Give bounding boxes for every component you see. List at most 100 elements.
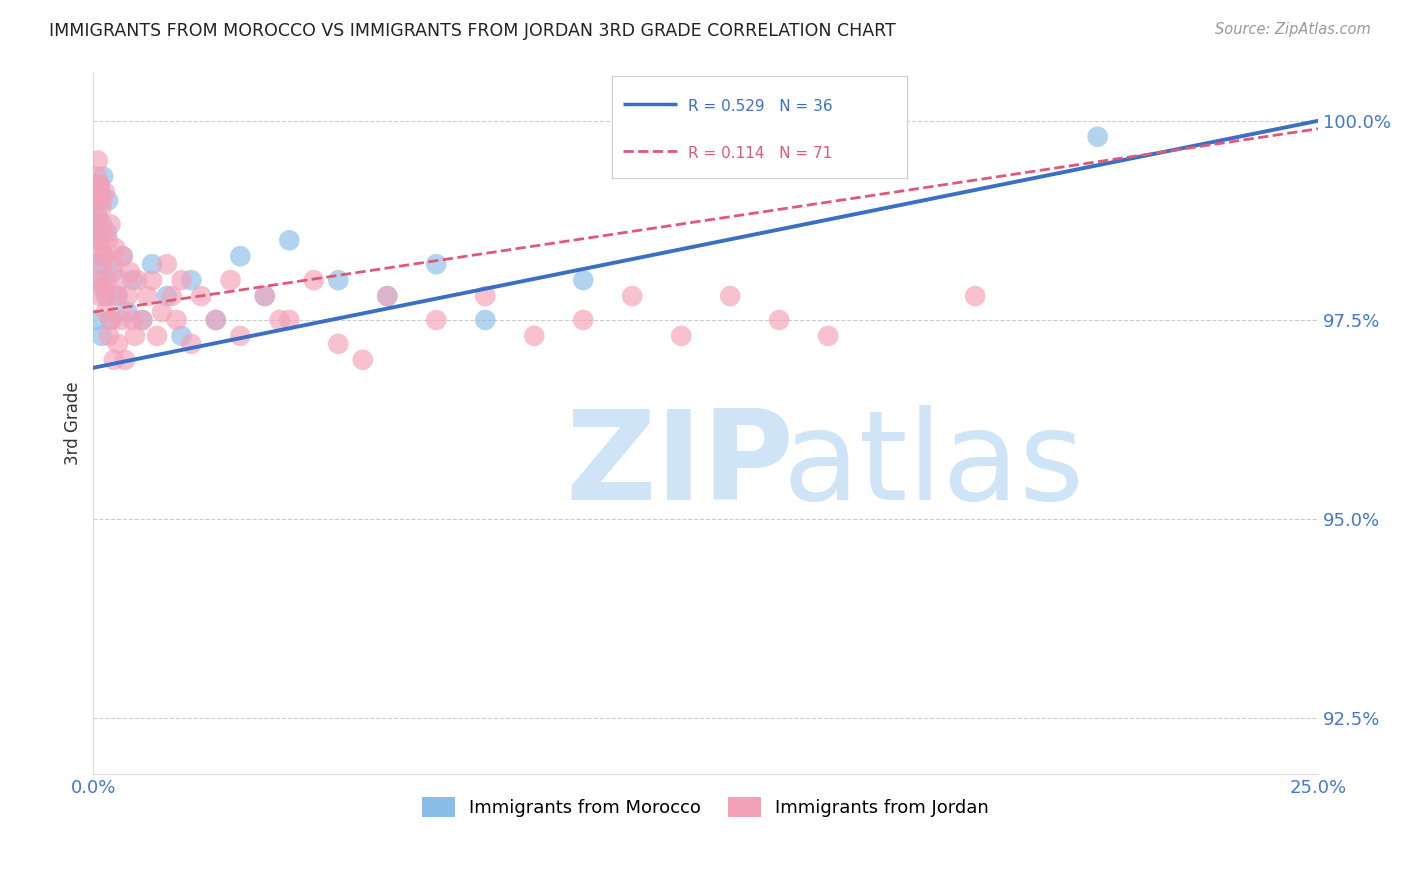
Point: [328, 273, 350, 287]
Text: R = 0.114   N = 71: R = 0.114 N = 71: [689, 146, 832, 161]
Point: [98, 329, 121, 343]
Point: [86, 257, 108, 271]
Point: [86, 210, 108, 224]
Point: [219, 273, 242, 287]
Point: [141, 257, 163, 271]
Point: [87, 194, 110, 208]
Point: [229, 329, 252, 343]
Point: [87, 273, 110, 287]
Point: [91, 225, 114, 239]
Point: [90, 273, 112, 287]
Point: [965, 289, 987, 303]
Point: [101, 257, 124, 271]
Point: [768, 313, 790, 327]
Point: [131, 313, 153, 327]
Point: [89, 178, 111, 192]
Point: [89, 178, 111, 192]
Text: ZIP: ZIP: [565, 405, 793, 526]
Point: [117, 289, 139, 303]
Point: [84, 194, 107, 208]
Point: [114, 352, 136, 367]
Point: [121, 273, 143, 287]
Point: [204, 313, 226, 327]
Point: [86, 210, 108, 224]
Point: [474, 289, 496, 303]
Point: [91, 194, 114, 208]
Point: [93, 249, 115, 263]
Point: [160, 289, 183, 303]
Point: [302, 273, 325, 287]
Text: Source: ZipAtlas.com: Source: ZipAtlas.com: [1215, 22, 1371, 37]
Point: [136, 289, 159, 303]
Point: [425, 257, 447, 271]
Point: [87, 186, 110, 200]
Point: [523, 329, 546, 343]
Point: [127, 273, 149, 287]
Point: [87, 153, 110, 168]
Point: [621, 289, 644, 303]
Text: IMMIGRANTS FROM MOROCCO VS IMMIGRANTS FROM JORDAN 3RD GRADE CORRELATION CHART: IMMIGRANTS FROM MOROCCO VS IMMIGRANTS FR…: [49, 22, 896, 40]
Point: [90, 329, 112, 343]
Point: [90, 241, 112, 255]
Point: [572, 273, 595, 287]
Point: [671, 329, 693, 343]
Point: [253, 289, 276, 303]
Point: [156, 257, 179, 271]
Point: [105, 289, 128, 303]
Point: [375, 289, 398, 303]
Point: [91, 169, 114, 184]
Point: [204, 313, 226, 327]
Point: [170, 273, 193, 287]
Point: [328, 337, 350, 351]
Point: [91, 218, 114, 232]
Point: [86, 169, 108, 184]
Point: [97, 194, 120, 208]
Point: [110, 273, 132, 287]
Point: [93, 249, 115, 263]
Point: [229, 249, 252, 263]
Point: [101, 265, 124, 279]
Point: [141, 273, 163, 287]
Point: [150, 305, 173, 319]
Point: [156, 289, 179, 303]
Point: [111, 313, 134, 327]
Point: [100, 313, 122, 327]
Point: [1087, 129, 1109, 144]
Point: [278, 313, 301, 327]
Point: [817, 329, 839, 343]
Point: [131, 313, 153, 327]
Point: [180, 337, 202, 351]
Point: [352, 352, 374, 367]
Point: [269, 313, 291, 327]
Y-axis label: 3rd Grade: 3rd Grade: [65, 382, 82, 466]
Point: [572, 313, 595, 327]
Point: [89, 218, 111, 232]
Point: [104, 241, 127, 255]
Point: [89, 233, 111, 247]
Point: [83, 178, 105, 192]
Point: [425, 313, 447, 327]
Point: [84, 313, 107, 327]
Point: [375, 289, 398, 303]
Point: [103, 352, 125, 367]
Point: [97, 233, 120, 247]
Point: [111, 249, 134, 263]
Point: [124, 329, 146, 343]
Point: [90, 202, 112, 216]
Point: [89, 289, 111, 303]
Text: R = 0.529   N = 36: R = 0.529 N = 36: [689, 99, 832, 114]
Point: [120, 265, 142, 279]
Point: [121, 313, 143, 327]
Point: [190, 289, 212, 303]
Point: [94, 305, 117, 319]
Point: [96, 273, 118, 287]
Point: [146, 329, 169, 343]
Point: [278, 233, 301, 247]
Point: [100, 218, 122, 232]
Point: [170, 329, 193, 343]
Point: [111, 249, 134, 263]
Point: [96, 225, 118, 239]
Legend: Immigrants from Morocco, Immigrants from Jordan: Immigrants from Morocco, Immigrants from…: [415, 789, 997, 825]
Point: [474, 313, 496, 327]
Point: [94, 186, 117, 200]
